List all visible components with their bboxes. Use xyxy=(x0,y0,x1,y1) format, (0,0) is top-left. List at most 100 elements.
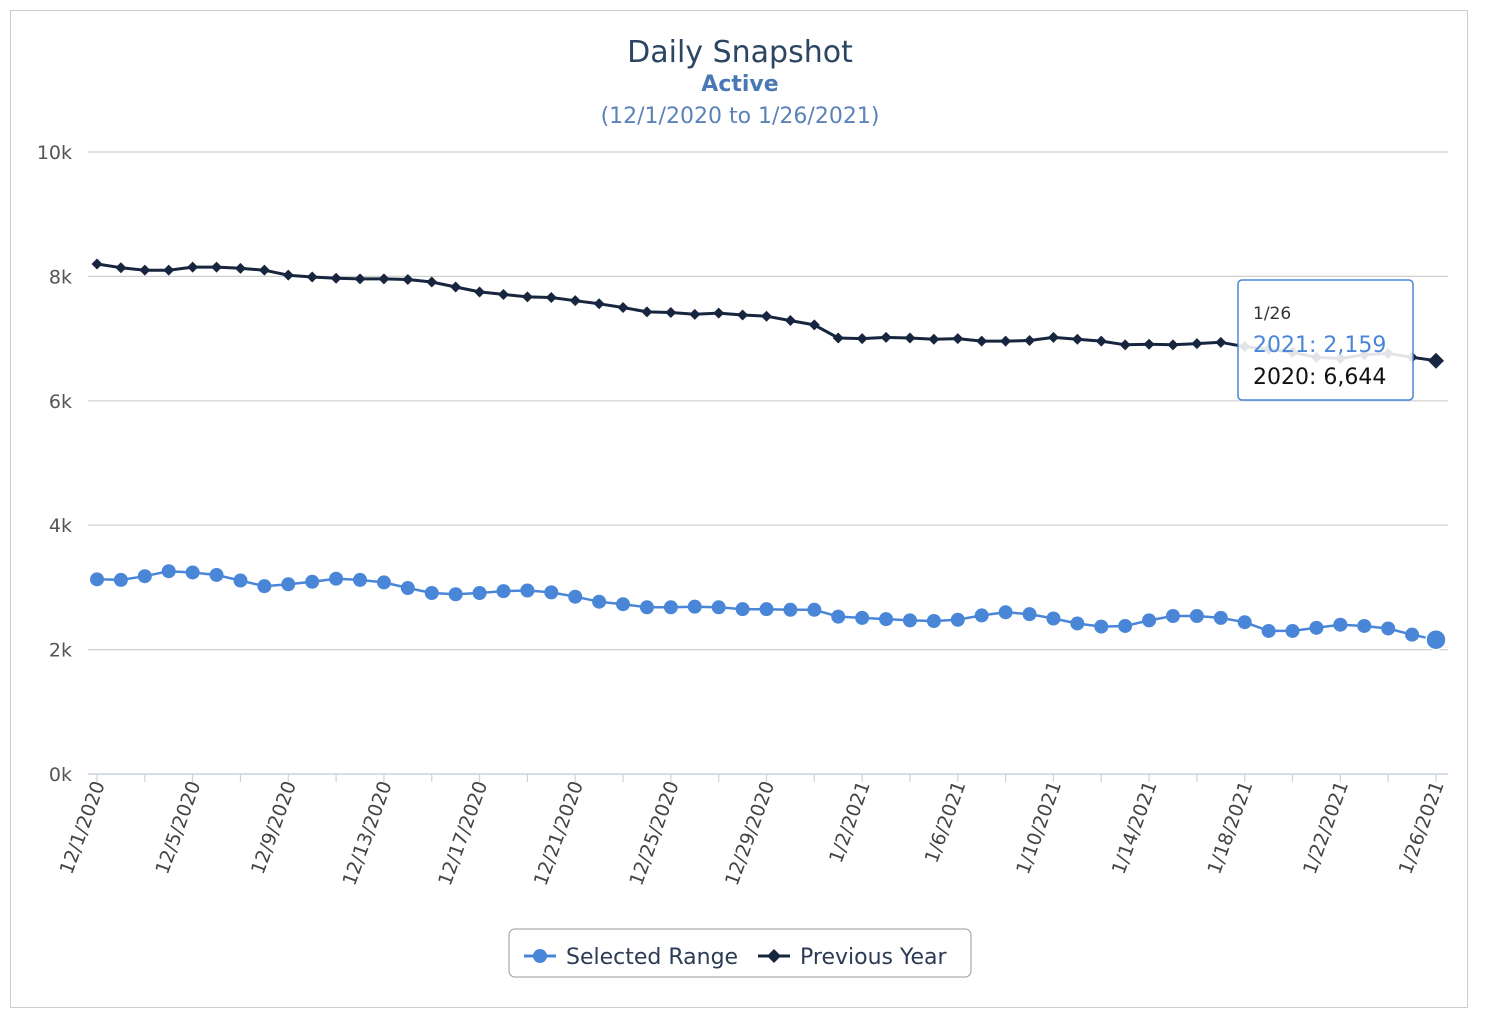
data-point[interactable] xyxy=(711,600,726,615)
data-point[interactable] xyxy=(353,572,368,587)
data-point[interactable] xyxy=(1022,607,1037,622)
data-point[interactable] xyxy=(1357,618,1372,633)
data-point[interactable] xyxy=(1142,613,1157,628)
data-point[interactable] xyxy=(161,564,176,579)
data-point[interactable] xyxy=(641,306,653,318)
data-point[interactable] xyxy=(185,565,200,580)
data-point[interactable] xyxy=(1428,352,1444,369)
data-point[interactable] xyxy=(426,276,438,288)
data-point[interactable] xyxy=(354,273,366,285)
data-point[interactable] xyxy=(137,569,152,584)
data-point[interactable] xyxy=(211,261,223,273)
data-point[interactable] xyxy=(1118,618,1133,633)
data-point[interactable] xyxy=(1191,338,1203,350)
data-point[interactable] xyxy=(376,575,391,590)
data-point[interactable] xyxy=(472,585,487,600)
data-point[interactable] xyxy=(1237,615,1252,630)
data-point[interactable] xyxy=(687,599,702,614)
data-point[interactable] xyxy=(305,574,320,589)
data-point[interactable] xyxy=(497,288,509,300)
data-point[interactable] xyxy=(713,307,725,319)
data-point[interactable] xyxy=(187,261,199,273)
legend-item-previous-year[interactable]: Previous Year xyxy=(758,945,948,970)
data-point[interactable] xyxy=(784,315,796,327)
data-point[interactable] xyxy=(306,271,318,283)
data-point[interactable] xyxy=(616,597,631,612)
data-point[interactable] xyxy=(545,292,557,304)
data-point[interactable] xyxy=(209,567,224,582)
data-point[interactable] xyxy=(639,600,654,615)
data-point[interactable] xyxy=(330,272,342,284)
data-point[interactable] xyxy=(1071,333,1083,345)
data-point[interactable] xyxy=(880,331,892,343)
data-point[interactable] xyxy=(400,581,415,596)
data-point[interactable] xyxy=(496,584,511,599)
data-point[interactable] xyxy=(1405,627,1420,642)
data-point[interactable] xyxy=(1309,620,1324,635)
data-point[interactable] xyxy=(904,332,916,344)
data-point[interactable] xyxy=(448,587,463,602)
data-point[interactable] xyxy=(234,262,246,274)
data-point[interactable] xyxy=(1333,617,1348,632)
data-point[interactable] xyxy=(113,572,128,587)
data-point[interactable] xyxy=(663,600,678,615)
data-point[interactable] xyxy=(737,309,749,321)
data-point[interactable] xyxy=(783,602,798,617)
data-point[interactable] xyxy=(569,295,581,307)
data-point[interactable] xyxy=(282,269,294,281)
data-point[interactable] xyxy=(258,264,270,276)
data-point[interactable] xyxy=(976,335,988,347)
data-point[interactable] xyxy=(759,602,774,617)
data-point[interactable] xyxy=(807,602,822,617)
data-point[interactable] xyxy=(689,308,701,320)
data-point[interactable] xyxy=(856,333,868,345)
data-point[interactable] xyxy=(617,302,629,313)
data-point[interactable] xyxy=(950,612,965,627)
data-point[interactable] xyxy=(378,273,390,285)
data-point[interactable] xyxy=(592,594,607,609)
data-point[interactable] xyxy=(1047,331,1059,343)
data-point[interactable] xyxy=(1095,335,1107,347)
data-point[interactable] xyxy=(521,291,533,303)
data-point[interactable] xyxy=(1215,336,1227,348)
data-point[interactable] xyxy=(1425,628,1447,651)
data-point[interactable] xyxy=(90,572,104,587)
data-point[interactable] xyxy=(1261,623,1276,638)
data-point[interactable] xyxy=(544,585,559,600)
legend-item-selected-range[interactable]: Selected Range xyxy=(524,945,738,970)
data-point[interactable] xyxy=(402,274,414,286)
data-point[interactable] xyxy=(568,589,583,604)
data-point[interactable] xyxy=(139,264,151,276)
data-point[interactable] xyxy=(665,306,677,318)
data-point[interactable] xyxy=(879,612,894,627)
data-point[interactable] xyxy=(329,571,344,586)
data-point[interactable] xyxy=(1024,334,1036,346)
data-point[interactable] xyxy=(1119,339,1131,351)
data-point[interactable] xyxy=(257,579,272,594)
data-point[interactable] xyxy=(1070,616,1085,631)
data-point[interactable] xyxy=(281,577,296,592)
data-point[interactable] xyxy=(163,264,175,276)
data-point[interactable] xyxy=(735,602,750,617)
data-point[interactable] xyxy=(1000,335,1012,347)
data-point[interactable] xyxy=(831,609,846,624)
data-point[interactable] xyxy=(1189,609,1204,624)
data-point[interactable] xyxy=(520,583,535,598)
data-point[interactable] xyxy=(952,333,964,345)
data-point[interactable] xyxy=(1094,619,1109,634)
data-point[interactable] xyxy=(424,585,439,600)
data-point[interactable] xyxy=(1285,623,1300,638)
data-point[interactable] xyxy=(115,262,127,274)
data-point[interactable] xyxy=(855,610,870,625)
data-point[interactable] xyxy=(761,310,772,322)
data-point[interactable] xyxy=(998,605,1013,620)
data-point[interactable] xyxy=(928,333,940,345)
data-point[interactable] xyxy=(1167,339,1179,351)
data-point[interactable] xyxy=(1143,338,1155,350)
data-point[interactable] xyxy=(832,332,844,344)
data-point[interactable] xyxy=(233,573,248,588)
data-point[interactable] xyxy=(91,258,103,270)
data-point[interactable] xyxy=(902,613,917,628)
data-point[interactable] xyxy=(926,613,941,628)
data-point[interactable] xyxy=(593,298,605,310)
